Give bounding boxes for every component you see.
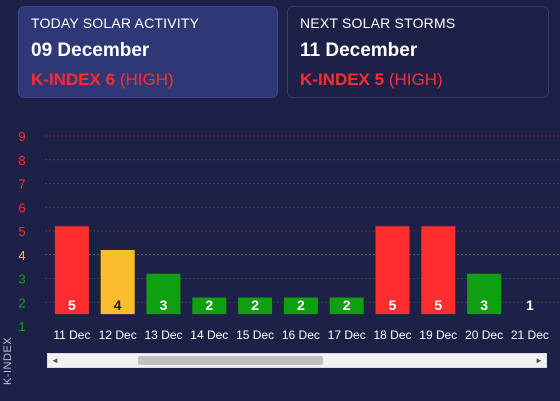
next-k-index: K-INDEX 5 — [300, 70, 385, 89]
y-axis-title: K-INDEX — [2, 336, 14, 385]
chart-scrollbar[interactable]: ◄ ► — [47, 353, 547, 368]
x-tick-label: 21 Dec — [511, 328, 549, 342]
bar — [100, 250, 135, 315]
y-tick-label: 9 — [18, 129, 25, 144]
y-tick-label: 6 — [18, 200, 25, 215]
x-tick-label: 12 Dec — [99, 328, 137, 342]
bar — [192, 297, 227, 315]
y-tick-label: 4 — [18, 248, 25, 263]
bar-value-label: 5 — [434, 297, 442, 313]
x-tick-label: 20 Dec — [465, 328, 503, 342]
bar — [421, 226, 456, 315]
y-tick-label: 8 — [18, 153, 25, 168]
bar — [467, 273, 502, 315]
y-tick-label: 2 — [18, 295, 25, 310]
today-activity-card: TODAY SOLAR ACTIVITY 09 December K-INDEX… — [18, 6, 278, 98]
bar-value-label: 2 — [205, 297, 213, 313]
bar — [238, 297, 273, 315]
bar-value-label: 5 — [389, 297, 397, 313]
next-date: 11 December — [300, 40, 418, 61]
y-tick-label: 1 — [18, 319, 25, 334]
next-heading: NEXT SOLAR STORMS — [300, 15, 456, 31]
x-tick-label: 16 Dec — [282, 328, 320, 342]
bar-value-label: 2 — [297, 297, 305, 313]
today-k-index-line: K-INDEX 6 (HIGH) — [31, 70, 265, 90]
y-tick-label: 3 — [18, 272, 25, 287]
bar — [54, 226, 89, 315]
bar — [146, 273, 181, 315]
x-tick-label: 18 Dec — [373, 328, 411, 342]
x-tick-label: 14 Dec — [190, 328, 228, 342]
bar-value-label: 3 — [480, 297, 488, 313]
scroll-left-arrow-icon[interactable]: ◄ — [51, 356, 59, 365]
today-level: (HIGH) — [119, 70, 174, 89]
bar-value-label: 4 — [114, 297, 122, 313]
bar — [375, 226, 410, 315]
x-tick-label: 15 Dec — [236, 328, 274, 342]
bar-value-label: 1 — [526, 297, 534, 313]
today-date: 09 December — [31, 40, 150, 61]
x-tick-label: 11 Dec — [53, 328, 90, 342]
bar-value-label: 2 — [251, 297, 259, 313]
bar-value-label: 5 — [68, 297, 76, 313]
next-storms-card: NEXT SOLAR STORMS 11 December K-INDEX 5 … — [287, 6, 549, 98]
bar-value-label: 2 — [343, 297, 351, 313]
y-tick-label: 7 — [18, 177, 25, 192]
y-tick-label: 5 — [18, 224, 25, 239]
scroll-thumb[interactable] — [138, 356, 323, 365]
bar — [329, 297, 364, 315]
today-k-index: K-INDEX 6 — [31, 70, 116, 89]
x-tick-label: 19 Dec — [419, 328, 457, 342]
today-heading: TODAY SOLAR ACTIVITY — [31, 15, 200, 31]
x-tick-label: 17 Dec — [328, 328, 366, 342]
bar — [283, 297, 318, 315]
bar-value-label: 3 — [160, 297, 168, 313]
next-level: (HIGH) — [388, 70, 443, 89]
next-k-index-line: K-INDEX 5 (HIGH) — [300, 70, 536, 90]
x-tick-label: 13 Dec — [144, 328, 182, 342]
scroll-right-arrow-icon[interactable]: ► — [535, 356, 543, 365]
